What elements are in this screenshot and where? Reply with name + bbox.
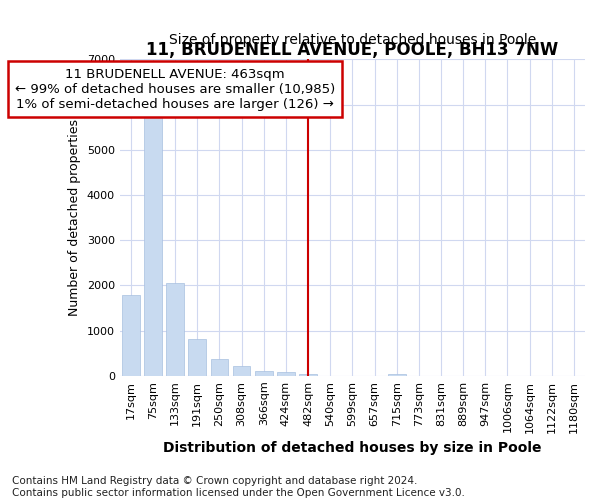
Bar	[233, 366, 250, 376]
Y-axis label: Number of detached properties: Number of detached properties	[68, 119, 81, 316]
Bar	[388, 374, 406, 376]
X-axis label: Distribution of detached houses by size in Poole: Distribution of detached houses by size …	[163, 441, 542, 455]
Bar	[122, 296, 140, 376]
Bar	[188, 338, 206, 376]
Bar	[277, 372, 295, 376]
Bar	[255, 372, 272, 376]
Text: 11 BRUDENELL AVENUE: 463sqm
← 99% of detached houses are smaller (10,985)
1% of : 11 BRUDENELL AVENUE: 463sqm ← 99% of det…	[15, 68, 335, 110]
Text: Contains HM Land Registry data © Crown copyright and database right 2024.
Contai: Contains HM Land Registry data © Crown c…	[12, 476, 465, 498]
Bar	[144, 116, 162, 376]
Bar	[299, 374, 317, 376]
Text: Size of property relative to detached houses in Poole: Size of property relative to detached ho…	[169, 32, 536, 46]
Bar	[166, 283, 184, 376]
Title: 11, BRUDENELL AVENUE, POOLE, BH13 7NW: 11, BRUDENELL AVENUE, POOLE, BH13 7NW	[146, 42, 559, 60]
Bar	[211, 359, 229, 376]
